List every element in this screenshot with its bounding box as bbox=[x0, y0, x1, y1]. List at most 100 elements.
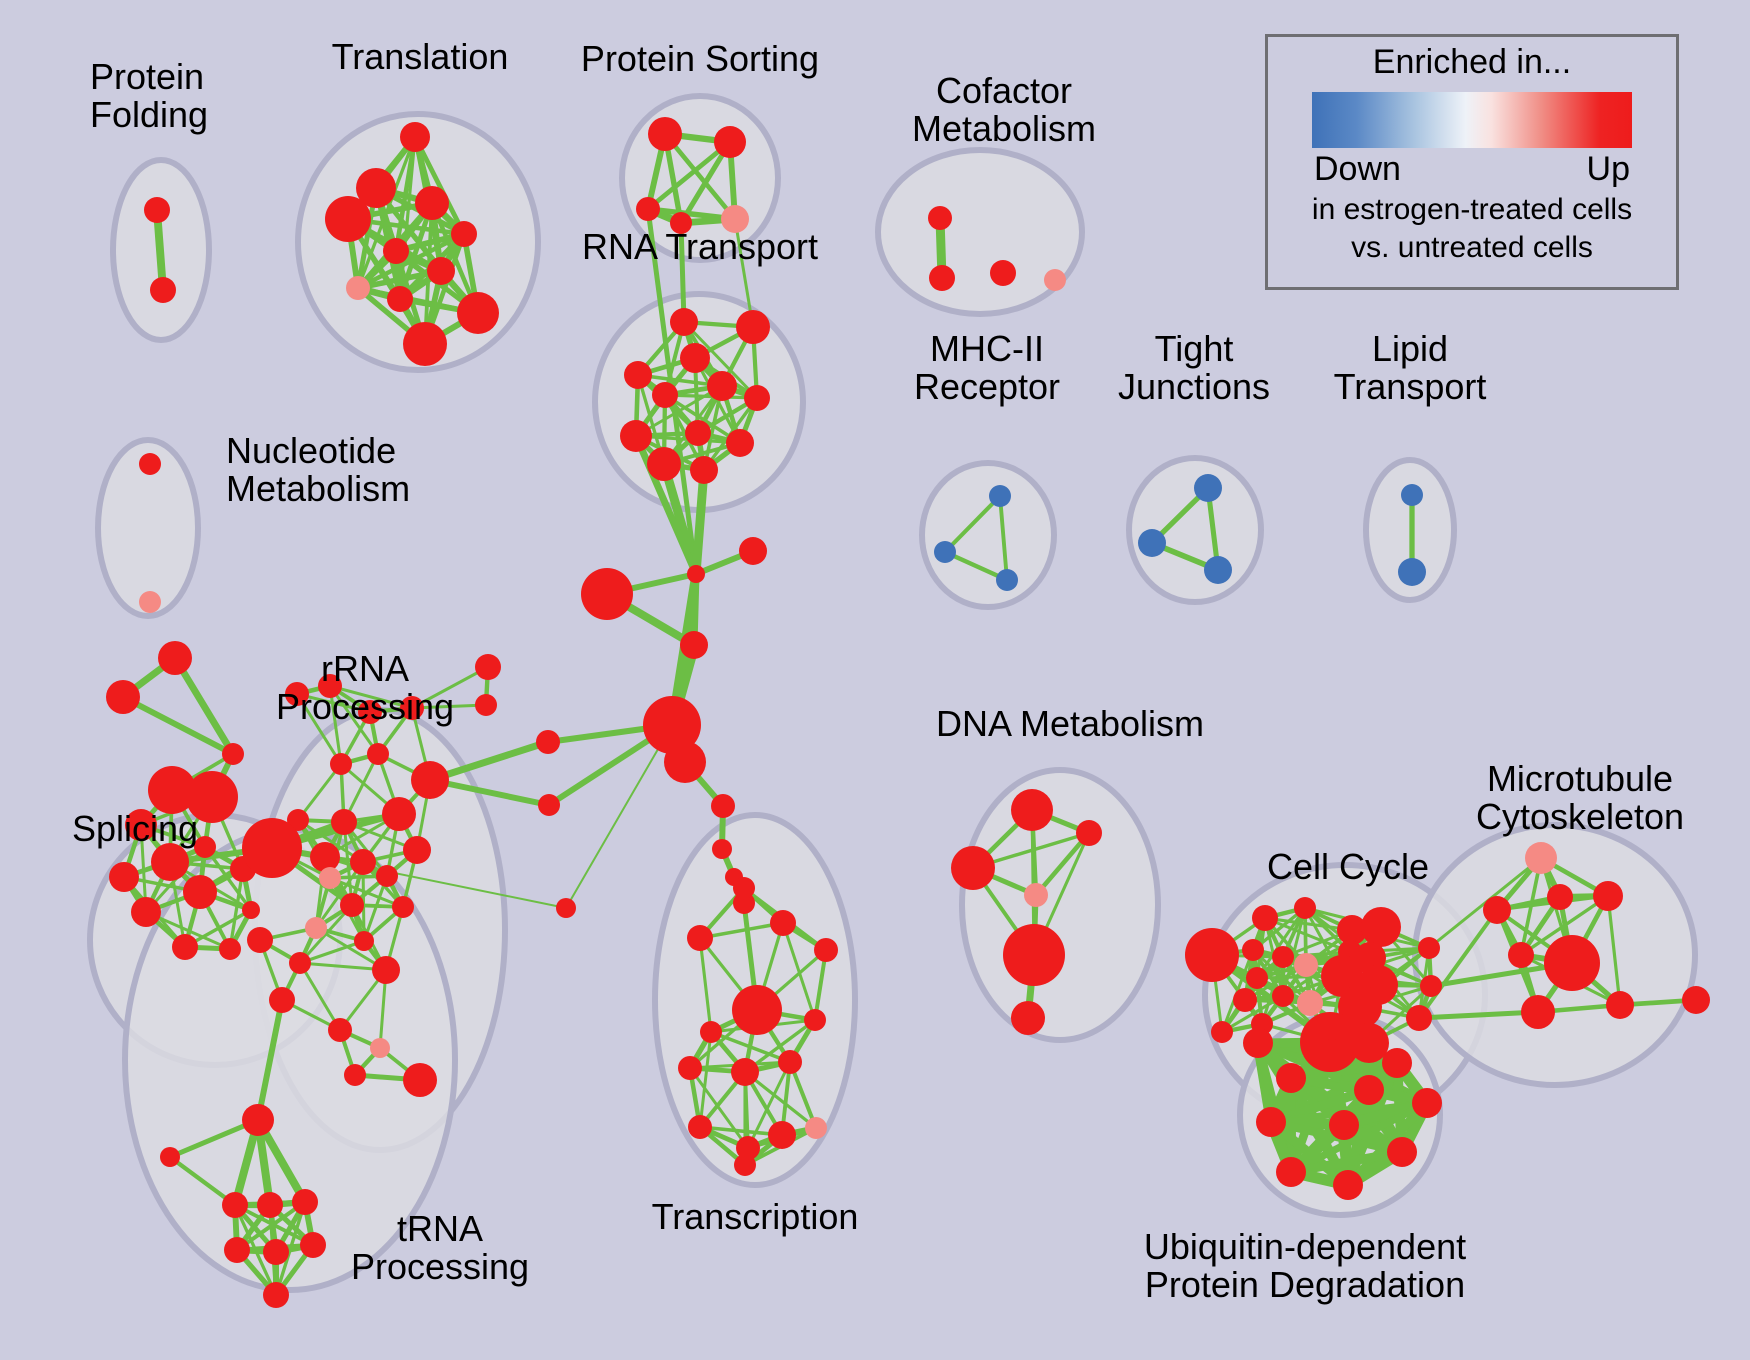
network-node bbox=[1406, 1005, 1432, 1031]
network-edge bbox=[733, 217, 755, 329]
network-node bbox=[331, 809, 357, 835]
network-node bbox=[1294, 897, 1316, 919]
network-node bbox=[411, 761, 449, 799]
cluster-label-cell-cycle: Cell Cycle bbox=[1266, 846, 1430, 887]
network-node bbox=[148, 766, 196, 814]
network-node bbox=[427, 257, 455, 285]
network-node bbox=[242, 818, 302, 878]
cluster-label-mhc-ii-receptor: MHC-II Receptor bbox=[913, 328, 1061, 408]
network-node bbox=[733, 877, 755, 899]
network-node bbox=[475, 694, 497, 716]
network-node bbox=[263, 1239, 289, 1265]
network-node bbox=[711, 794, 735, 818]
network-edge bbox=[295, 692, 372, 714]
network-node bbox=[319, 867, 341, 889]
network-node bbox=[219, 938, 241, 960]
legend-low-label: Down bbox=[1314, 150, 1401, 188]
network-node bbox=[1412, 1088, 1442, 1118]
network-edge bbox=[355, 268, 444, 291]
network-node bbox=[1398, 558, 1426, 586]
network-node bbox=[403, 322, 447, 366]
network-node bbox=[687, 565, 705, 583]
network-node bbox=[624, 361, 652, 389]
cluster-label-lipid-transport: Lipid Transport bbox=[1333, 328, 1487, 408]
network-node bbox=[1246, 967, 1268, 989]
network-node bbox=[996, 569, 1018, 591]
network-node bbox=[1337, 915, 1367, 945]
network-edge bbox=[942, 493, 1003, 555]
network-node bbox=[457, 292, 499, 334]
network-node bbox=[1194, 474, 1222, 502]
network-node bbox=[1011, 1001, 1045, 1035]
cluster-label-rna-transport: RNA Transport bbox=[581, 226, 819, 267]
network-node bbox=[700, 1021, 722, 1043]
network-node bbox=[367, 743, 389, 765]
network-node bbox=[744, 385, 770, 411]
network-node bbox=[951, 846, 995, 890]
network-node bbox=[183, 875, 217, 909]
network-node bbox=[643, 696, 701, 754]
network-node bbox=[1185, 928, 1239, 982]
network-edge bbox=[1519, 894, 1610, 957]
network-node bbox=[556, 898, 576, 918]
network-edge bbox=[1416, 1009, 1541, 1021]
network-node bbox=[1024, 883, 1048, 907]
network-node bbox=[652, 382, 678, 408]
cluster-label-microtubule-cytoskeleton: Microtubule Cytoskeleton bbox=[1475, 758, 1685, 838]
network-edge bbox=[632, 432, 700, 578]
network-node bbox=[1349, 1023, 1389, 1063]
nodes-layer bbox=[106, 117, 1710, 1308]
network-node bbox=[1361, 907, 1401, 947]
network-node bbox=[1138, 529, 1166, 557]
network-node bbox=[685, 420, 711, 446]
network-node bbox=[222, 1192, 248, 1218]
network-node bbox=[269, 987, 295, 1013]
network-node bbox=[451, 221, 477, 247]
network-edge bbox=[298, 961, 388, 972]
network-edge bbox=[328, 684, 343, 766]
network-node bbox=[125, 809, 157, 841]
cluster-label-cofactor-metabolism: Cofactor Metabolism bbox=[911, 70, 1097, 150]
network-node bbox=[726, 429, 754, 457]
network-node bbox=[222, 743, 244, 765]
network-node bbox=[648, 117, 682, 151]
network-node bbox=[1682, 986, 1710, 1014]
network-node bbox=[538, 794, 560, 816]
network-node bbox=[1418, 937, 1440, 959]
cluster-label-nucleotide-metabolism: Nucleotide Metabolism bbox=[226, 430, 411, 510]
cluster-label-protein-sorting: Protein Sorting bbox=[580, 38, 820, 79]
network-edge bbox=[688, 1066, 750, 1150]
network-node bbox=[928, 206, 952, 230]
network-edge bbox=[235, 1200, 307, 1252]
network-node bbox=[224, 1237, 250, 1263]
legend-color-gradient-bar bbox=[1312, 92, 1632, 148]
network-edge bbox=[328, 684, 380, 756]
network-edge bbox=[427, 777, 552, 808]
network-node bbox=[1382, 1048, 1412, 1078]
cluster-ellipse-dna-metabolism bbox=[959, 767, 1161, 1043]
network-node bbox=[1044, 269, 1066, 291]
network-node bbox=[664, 741, 706, 783]
network-node bbox=[734, 1154, 756, 1176]
network-node bbox=[242, 901, 260, 919]
network-node bbox=[318, 674, 342, 698]
network-node bbox=[736, 310, 770, 344]
network-node bbox=[415, 186, 449, 220]
network-node bbox=[1521, 995, 1555, 1029]
network-node bbox=[1204, 556, 1232, 584]
network-node bbox=[707, 371, 737, 401]
network-node bbox=[1606, 991, 1634, 1019]
network-node bbox=[1011, 789, 1053, 831]
network-node bbox=[1420, 975, 1442, 997]
network-node bbox=[151, 843, 189, 881]
network-node bbox=[403, 1063, 437, 1097]
network-node bbox=[144, 197, 170, 223]
network-edge bbox=[663, 393, 759, 400]
network-node bbox=[934, 541, 956, 563]
network-node bbox=[1508, 942, 1534, 968]
network-node bbox=[680, 343, 710, 373]
legend-caption-line-1: in estrogen-treated cells bbox=[1311, 193, 1633, 226]
cluster-ellipse-nucleotide-metabolism bbox=[95, 437, 201, 619]
network-node bbox=[289, 952, 311, 974]
